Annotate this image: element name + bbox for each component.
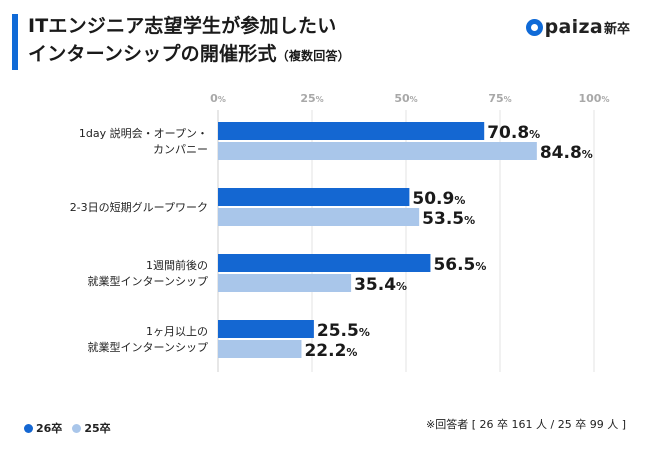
legend-label-26: 26卒 [36,422,63,435]
category-label-3-1: 就業型インターンシップ [88,340,208,354]
category-label-3-0: 1ヶ月以上の [146,325,208,338]
category-label-0-1: カンパニー [153,143,208,156]
bar-26卒-0 [218,122,485,140]
legend-item-26: 26卒 [24,420,62,436]
title-accent-bar [12,14,18,70]
data-label-25卒-3: 22.2% [304,341,357,361]
title-line-2: インターンシップの開催形式（複数回答） [28,40,350,70]
data-label-26卒-1: 50.9% [412,189,465,209]
logo-suffix: 新卒 [603,21,630,37]
bar-26卒-3 [218,320,314,338]
bar-25卒-3 [218,340,302,358]
data-label-26卒-2: 56.5% [433,255,486,275]
bar-chart: 0% 25% 50% 75% 100% 1day 説明会・オープン・カンパニー 70.8%8… [70,92,610,372]
bar-25卒-2 [218,274,352,292]
category-label-0-0: 1day 説明会・オープン・ [79,126,208,140]
legend-dot-26 [24,423,33,433]
x-tick-label-50: 50% [394,92,417,105]
data-label-25卒-1: 53.5% [422,209,475,229]
legend-item-25: 25卒 [72,420,111,436]
data-label-26卒-0: 70.8% [487,123,540,143]
chart-title: ITエンジニア志望学生が参加したい インターンシップの開催形式（複数回答） [28,12,350,70]
category-label-2-1: 就業型インターンシップ [88,274,208,288]
bar-26卒-2 [218,254,431,272]
title-subtitle: （複数回答） [276,49,350,63]
bar-25卒-1 [218,208,420,226]
legend-label-25: 25卒 [84,422,111,435]
paiza-logo-icon [525,18,543,36]
bar-26卒-1 [218,188,410,206]
data-label-25卒-2: 35.4% [354,275,407,295]
category-label-2-0: 1週間前後の [146,258,208,272]
data-label-25卒-0: 84.8% [540,143,593,163]
title-line-1: ITエンジニア志望学生が参加したい [28,15,337,37]
x-tick-label-75: 75% [488,92,511,105]
x-tick-label-25: 25% [300,92,323,105]
bar-25卒-0 [218,142,537,160]
logo-word: paiza [544,16,603,38]
x-tick-label-0: 0% [210,92,226,105]
x-tick-label-100: 100% [579,92,610,105]
data-label-26卒-3: 25.5% [317,321,370,341]
category-label-1-0: 2-3日の短期グループワーク [70,200,208,214]
respondents-note: ※回答者 [ 26 卒 161 人 / 25 卒 99 人 ] [426,418,626,431]
legend-dot-25 [72,423,82,433]
title-line-2-main: インターンシップの開催形式 [28,43,277,65]
paiza-logo: paiza 新卒 [525,16,630,38]
legend: 26卒 25卒 [24,420,121,436]
